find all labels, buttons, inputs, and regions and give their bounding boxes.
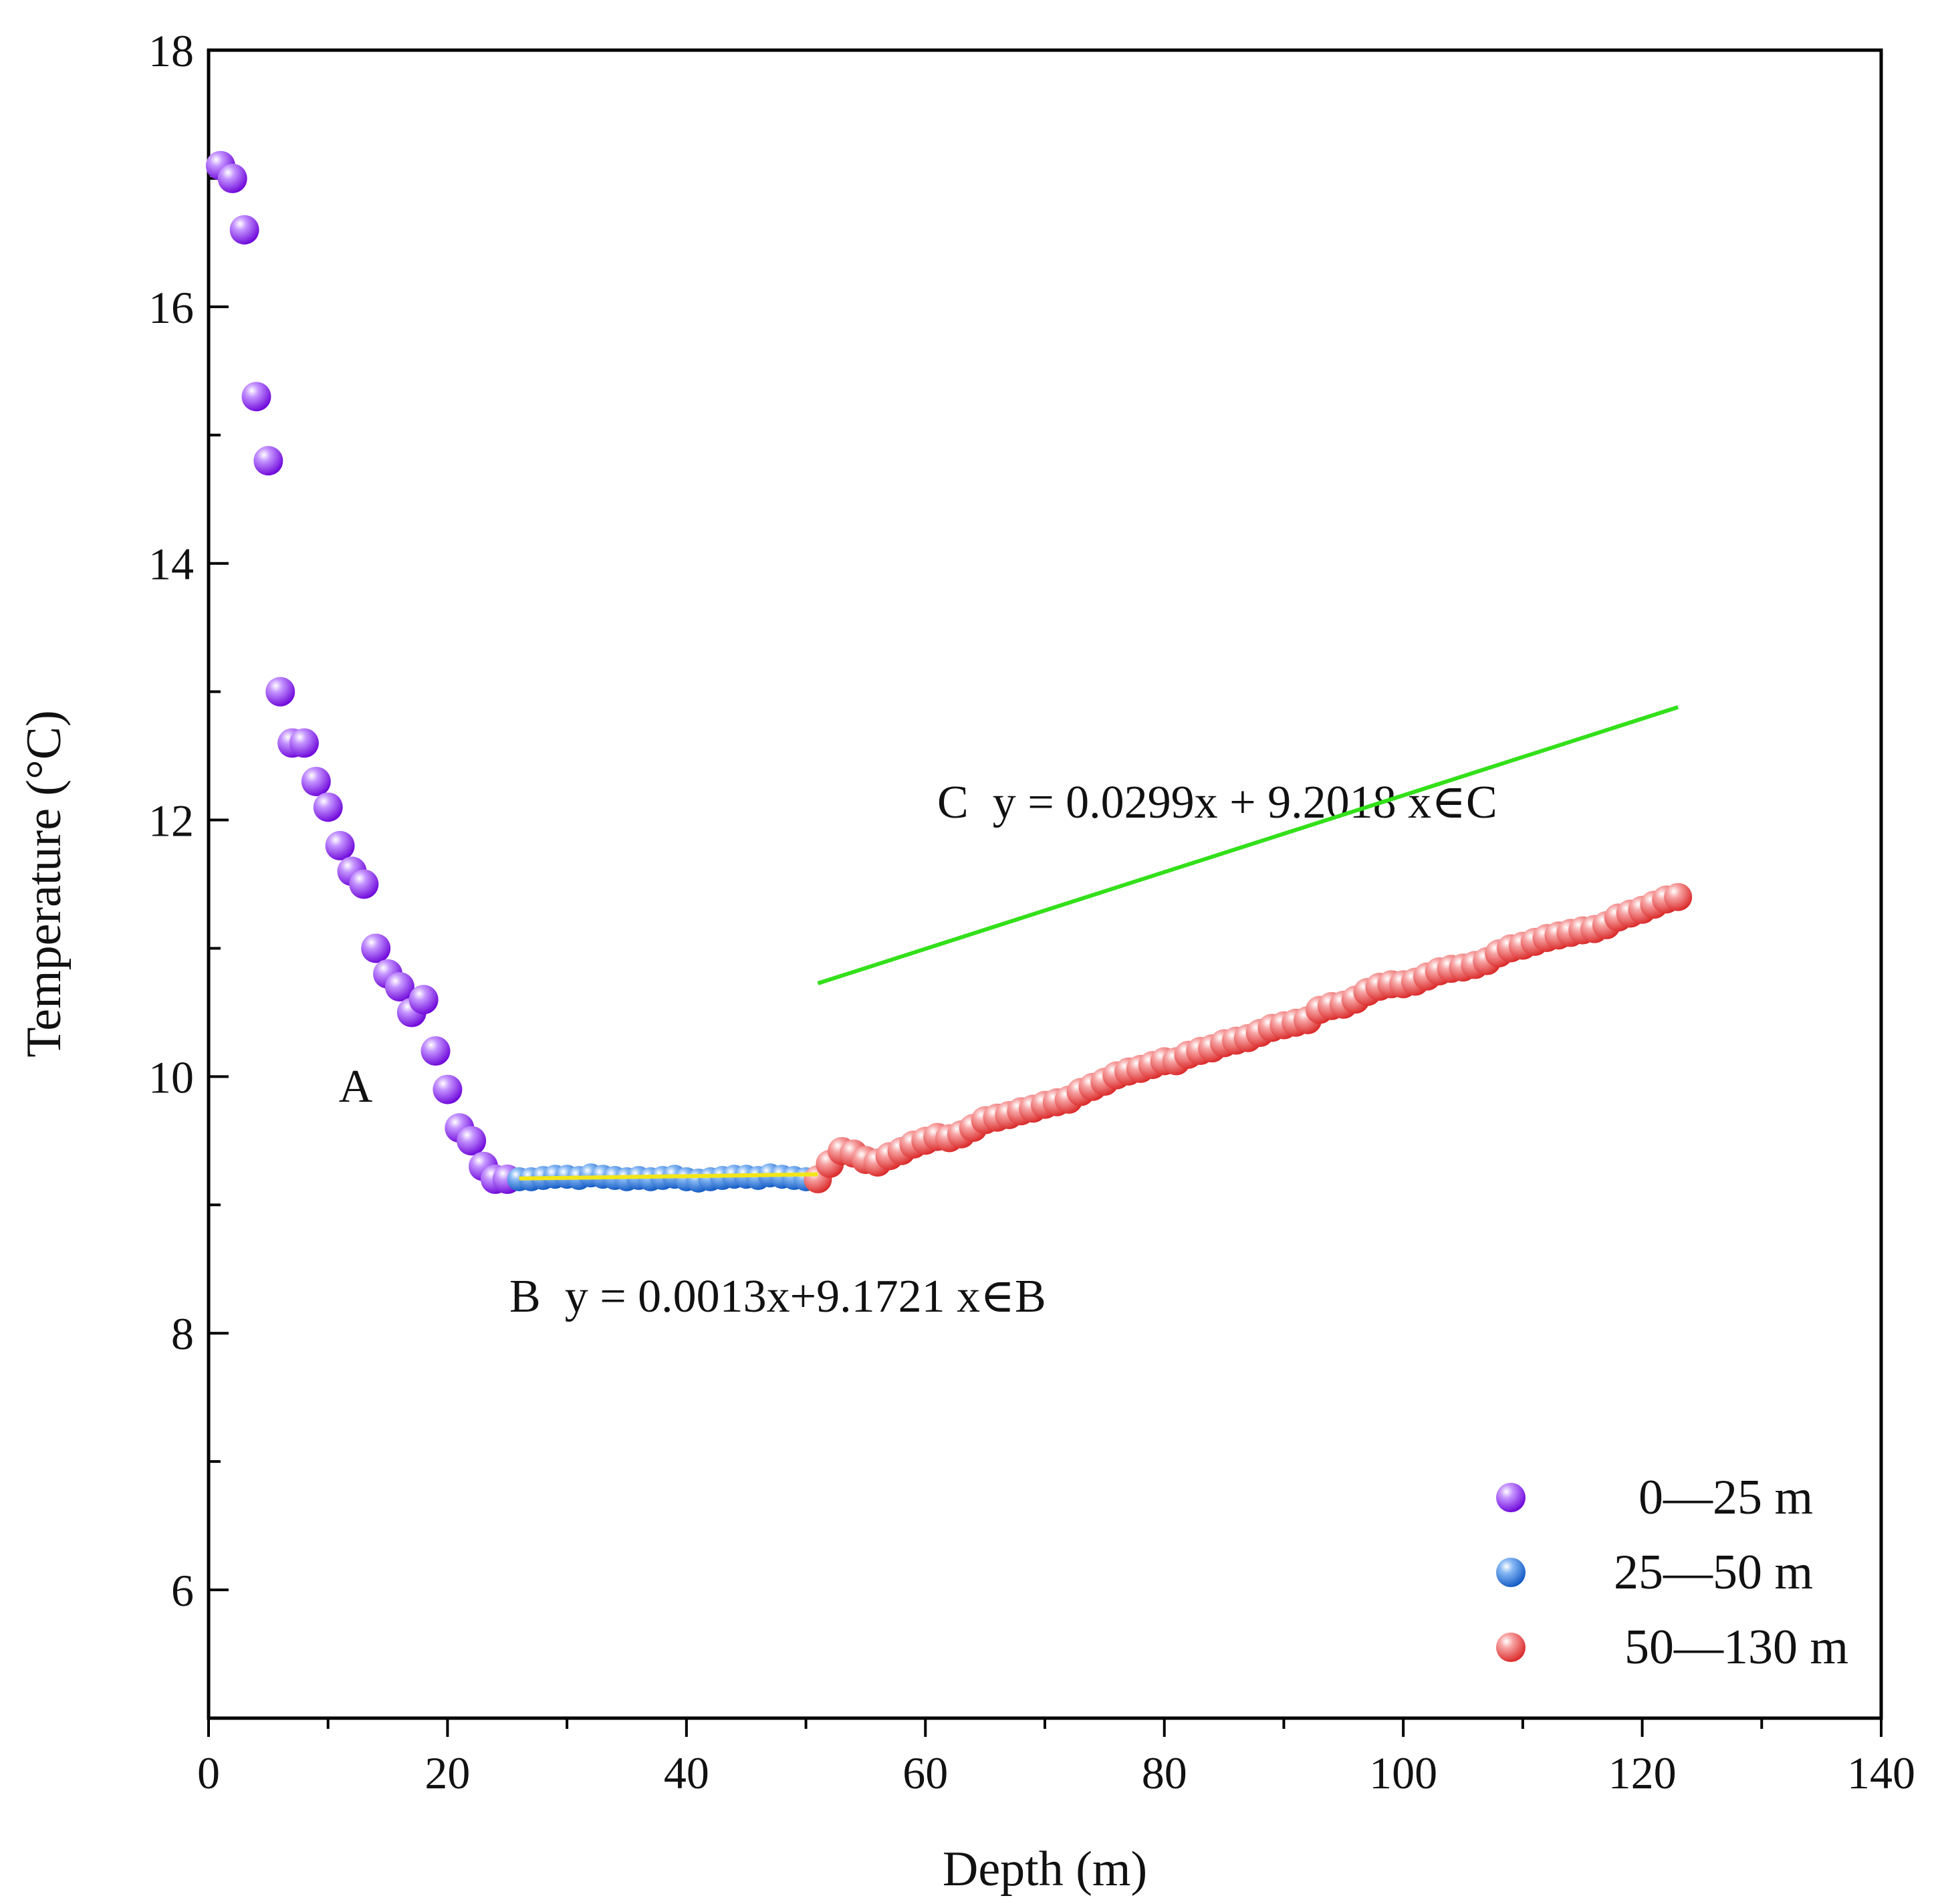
fit-line-c — [817, 705, 1679, 985]
y-tick-label: 18 — [148, 25, 194, 76]
fit-label-c: C — [937, 777, 969, 828]
series-0-25m-points — [205, 150, 522, 1194]
point-0-25m — [301, 766, 331, 796]
legend-label-0-25m: 0—25 m — [1639, 1470, 1813, 1525]
x-tick-label: 40 — [664, 1748, 709, 1798]
x-tick-label: 100 — [1369, 1748, 1437, 1798]
plot-area-frame — [207, 48, 1883, 1720]
legend-label-25-50m: 25—50 m — [1614, 1545, 1813, 1600]
point-0-25m — [217, 163, 247, 193]
x-tick-label: 80 — [1142, 1748, 1187, 1798]
y-tick-label: 10 — [148, 1052, 194, 1102]
y-axis: 6 8 10 12 14 16 18 — [148, 25, 229, 1616]
x-tick-label: 60 — [902, 1748, 948, 1798]
y-tick-label: 6 — [171, 1565, 194, 1616]
point-0-25m — [384, 972, 414, 1002]
fit-equation-b-text: y = 0.0013x+9.1721 x∈B — [565, 1271, 1046, 1322]
x-axis: 0 20 40 60 80 100 120 140 — [197, 1718, 1915, 1798]
point-0-25m — [313, 792, 343, 822]
y-tick-label: 8 — [171, 1308, 194, 1359]
y-tick-label: 14 — [148, 539, 194, 590]
series-50-130m-points — [804, 882, 1693, 1193]
point-0-25m — [457, 1126, 487, 1156]
legend-marker-50-130m — [1496, 1633, 1526, 1662]
fit-lines — [519, 705, 1679, 1181]
x-tick-label: 120 — [1608, 1748, 1677, 1798]
x-axis-title: Depth (m) — [943, 1842, 1147, 1897]
annotation-label-a: A — [339, 1061, 373, 1112]
point-0-25m — [420, 1036, 451, 1066]
legend-marker-25-50m — [1496, 1558, 1526, 1587]
point-0-25m — [265, 677, 295, 707]
fit-line-b — [519, 1172, 818, 1181]
point-0-25m — [361, 933, 391, 963]
point-0-25m — [433, 1074, 463, 1104]
fit-equation-c-text: y = 0.0299x + 9.2018 x∈C — [993, 777, 1497, 828]
point-0-25m — [229, 215, 259, 245]
point-0-25m — [349, 869, 379, 899]
fit-label-b: B — [509, 1271, 541, 1322]
point-0-25m — [289, 728, 319, 758]
y-axis-title: Temperature (°C) — [17, 710, 72, 1058]
point-50-130m — [1664, 882, 1693, 911]
point-0-25m — [408, 985, 439, 1015]
y-tick-label: 12 — [148, 796, 194, 846]
legend-label-50-130m: 50—130 m — [1624, 1620, 1848, 1675]
point-0-25m — [241, 382, 271, 412]
y-tick-label: 16 — [148, 282, 194, 333]
point-0-25m — [325, 830, 355, 860]
x-tick-label: 0 — [197, 1748, 220, 1798]
legend: 0—25 m 25—50 m 50—130 m — [1496, 1470, 1848, 1675]
legend-marker-0-25m — [1496, 1483, 1526, 1512]
x-tick-label: 20 — [425, 1748, 470, 1798]
x-tick-label: 140 — [1847, 1748, 1915, 1798]
point-0-25m — [253, 446, 283, 476]
